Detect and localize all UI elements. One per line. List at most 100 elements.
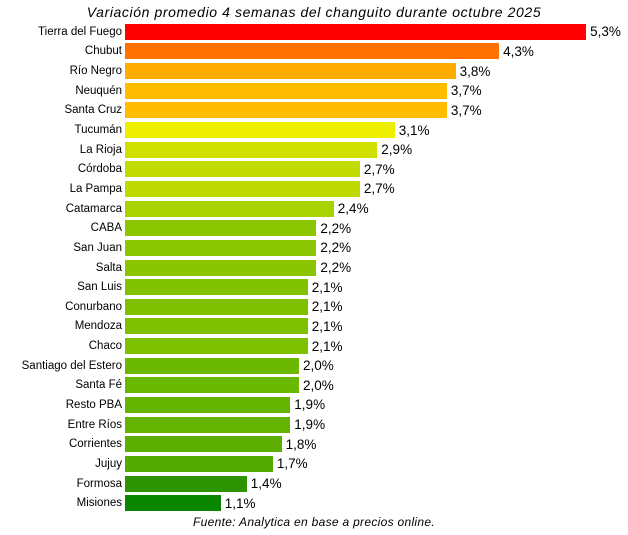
bar: [125, 279, 308, 296]
category-label: La Rioja: [79, 143, 122, 156]
category-label: San Juan: [73, 241, 122, 254]
value-label: 1,9%: [294, 417, 326, 433]
bar-row: Chubut 4,3%: [0, 42, 628, 62]
bar: [125, 396, 291, 413]
bar: [125, 102, 447, 119]
category-label: La Pampa: [69, 182, 122, 195]
bar: [125, 298, 308, 315]
category-label: Corrientes: [68, 438, 122, 451]
bar: [125, 82, 447, 99]
bar: [125, 161, 360, 178]
bar-row: Salta 2,2%: [0, 258, 628, 278]
bar: [125, 377, 299, 394]
value-label: 2,1%: [311, 338, 343, 354]
category-label: Chaco: [88, 340, 122, 353]
category-label: Córdoba: [77, 163, 122, 176]
bar-row: Catamarca 2,4%: [0, 199, 628, 219]
bar-row: Conurbano 2,1%: [0, 297, 628, 317]
bar-row: San Juan 2,2%: [0, 238, 628, 258]
category-label: Santiago del Estero: [21, 359, 122, 372]
value-label: 2,7%: [363, 161, 395, 177]
category-label: CABA: [90, 222, 122, 235]
value-label: 1,1%: [224, 495, 256, 511]
bar-row: Misiones 1,1%: [0, 493, 628, 513]
bar-row: Chaco 2,1%: [0, 336, 628, 356]
value-label: 2,1%: [311, 299, 343, 315]
value-label: 3,7%: [450, 102, 482, 118]
value-label: 2,0%: [303, 358, 334, 374]
value-label: 1,7%: [276, 456, 308, 472]
bar: [125, 318, 308, 335]
bar: [125, 43, 500, 60]
value-label: 2,0%: [303, 377, 334, 393]
category-label: Chubut: [84, 45, 122, 58]
category-label: Formosa: [76, 477, 122, 490]
bar-row: Resto PBA 1,9%: [0, 395, 628, 415]
bar-row: Santa Cruz 3,7%: [0, 101, 628, 121]
value-label: 1,4%: [250, 476, 282, 492]
value-label: 1,8%: [285, 436, 317, 452]
value-label: 2,1%: [311, 318, 343, 334]
category-label: Misiones: [76, 497, 122, 510]
category-label: Santa Fé: [75, 379, 122, 392]
value-label: 3,1%: [398, 122, 430, 138]
value-label: 2,2%: [320, 220, 352, 236]
category-label: Tierra del Fuego: [38, 25, 122, 38]
bar: [125, 220, 317, 237]
category-label: Neuquén: [75, 84, 122, 97]
bar: [125, 455, 273, 472]
source-note: Fuente: Analytica en base a precios onli…: [193, 515, 435, 530]
category-label: Jujuy: [95, 457, 122, 470]
bar-rows: Tierra del Fuego 5,3% Chubut 4,3% Río Ne…: [0, 22, 628, 513]
value-label: 5,3%: [590, 24, 621, 40]
value-label: 2,7%: [363, 181, 395, 197]
value-label: 3,7%: [450, 83, 482, 99]
bar-row: La Rioja 2,9%: [0, 140, 628, 160]
category-label: Tucumán: [74, 124, 122, 137]
bar-row: Tierra del Fuego 5,3%: [0, 22, 628, 42]
bar-row: Mendoza 2,1%: [0, 317, 628, 337]
value-label: 2,2%: [320, 240, 352, 256]
value-label: 4,3%: [503, 43, 534, 59]
bar-row: CABA 2,2%: [0, 218, 628, 238]
chart-title: Variación promedio 4 semanas del changui…: [86, 4, 542, 20]
bar: [125, 200, 334, 217]
bar: [125, 495, 221, 512]
value-label: 2,4%: [337, 201, 369, 217]
category-label: Catamarca: [65, 202, 122, 215]
bar: [125, 259, 317, 276]
value-label: 2,1%: [311, 279, 343, 295]
bar-row: Jujuy 1,7%: [0, 454, 628, 474]
bar: [125, 357, 299, 374]
category-label: Santa Cruz: [64, 104, 122, 117]
bar-row: La Pampa 2,7%: [0, 179, 628, 199]
bar: [125, 416, 291, 433]
bar-row: Río Negro 3,8%: [0, 61, 628, 81]
category-label: Salta: [95, 261, 122, 274]
value-label: 2,9%: [381, 142, 413, 158]
bar: [125, 63, 456, 80]
bar-row: Neuquén 3,7%: [0, 81, 628, 101]
bar: [125, 436, 282, 453]
bar-row: Tucumán 3,1%: [0, 120, 628, 140]
bar: [125, 180, 360, 197]
bar-row: Entre Ríos 1,9%: [0, 415, 628, 435]
bar-row: Córdoba 2,7%: [0, 159, 628, 179]
bar: [125, 141, 378, 158]
bar: [125, 239, 317, 256]
category-label: Conurbano: [65, 300, 122, 313]
bar: [125, 338, 308, 355]
bar: [125, 475, 247, 492]
bar-row: Corrientes 1,8%: [0, 434, 628, 454]
category-label: Río Negro: [69, 65, 122, 78]
value-label: 2,2%: [320, 260, 352, 275]
category-label: San Luis: [77, 281, 122, 294]
bar: [125, 23, 587, 40]
bar-row: San Luis 2,1%: [0, 277, 628, 297]
category-label: Resto PBA: [65, 398, 122, 411]
value-label: 1,9%: [294, 397, 326, 413]
value-label: 3,8%: [459, 63, 491, 79]
category-label: Mendoza: [74, 320, 122, 333]
bar: [125, 122, 395, 139]
